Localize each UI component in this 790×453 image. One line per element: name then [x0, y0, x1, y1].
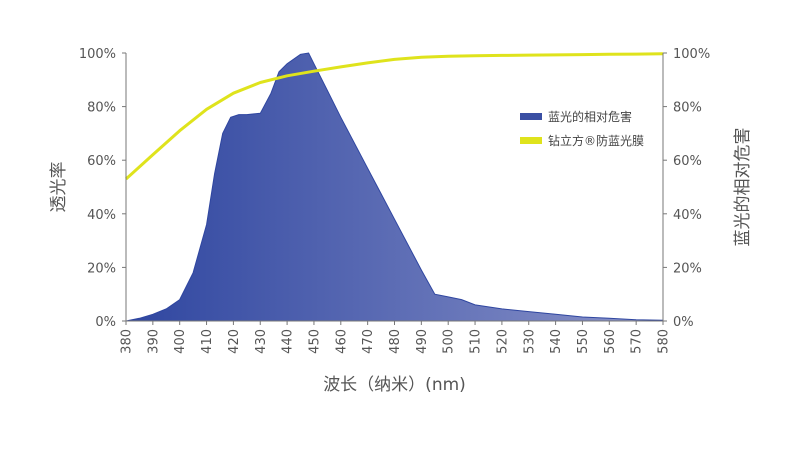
x-tick-label: 420 — [227, 329, 242, 354]
legend-label: 蓝光的相对危害 — [548, 109, 632, 124]
x-tick-label: 570 — [630, 329, 645, 354]
y-tick-label-left: 80% — [87, 101, 116, 116]
y-tick-label-left: 20% — [87, 261, 116, 276]
x-tick-label: 430 — [254, 329, 269, 354]
x-tick-label: 510 — [469, 329, 484, 354]
x-tick-label: 470 — [361, 329, 376, 354]
legend-swatch — [520, 137, 542, 144]
x-tick-label: 460 — [334, 329, 349, 354]
x-tick-label: 410 — [200, 329, 215, 354]
y-axis-right-title: 蓝光的相对危害 — [733, 128, 753, 247]
y-axis-left-title: 透光率 — [49, 162, 69, 213]
y-tick-label-left: 40% — [87, 208, 116, 223]
x-axis-title: 波长（纳米）(nm) — [323, 375, 466, 395]
legend-swatch — [520, 113, 542, 120]
y-tick-label-right: 80% — [673, 101, 702, 116]
x-tick-label: 390 — [146, 329, 161, 354]
x-tick-label: 520 — [495, 329, 510, 354]
y-tick-label-right: 60% — [673, 154, 702, 169]
legend-label: 钻立方®防蓝光膜 — [548, 133, 644, 148]
y-tick-label-left: 0% — [95, 315, 116, 330]
y-tick-label-left: 100% — [79, 47, 116, 62]
y-tick-label-right: 100% — [673, 47, 710, 62]
x-tick-label: 400 — [173, 329, 188, 354]
x-tick-label: 450 — [307, 329, 322, 354]
x-tick-label: 500 — [442, 329, 457, 354]
x-tick-label: 530 — [522, 329, 537, 354]
y-tick-label-right: 40% — [673, 208, 702, 223]
x-tick-label: 560 — [603, 329, 618, 354]
y-tick-label-right: 20% — [673, 261, 702, 276]
x-tick-label: 440 — [281, 329, 296, 354]
x-tick-label: 380 — [120, 329, 135, 354]
y-tick-label-left: 60% — [87, 154, 116, 169]
x-tick-label: 540 — [549, 329, 564, 354]
x-tick-label: 490 — [415, 329, 430, 354]
x-tick-label: 580 — [657, 329, 672, 354]
y-tick-label-right: 0% — [673, 315, 694, 330]
x-tick-label: 480 — [388, 329, 403, 354]
series-area-0 — [125, 52, 664, 322]
x-tick-label: 550 — [576, 329, 591, 354]
series-line-1 — [124, 52, 664, 181]
